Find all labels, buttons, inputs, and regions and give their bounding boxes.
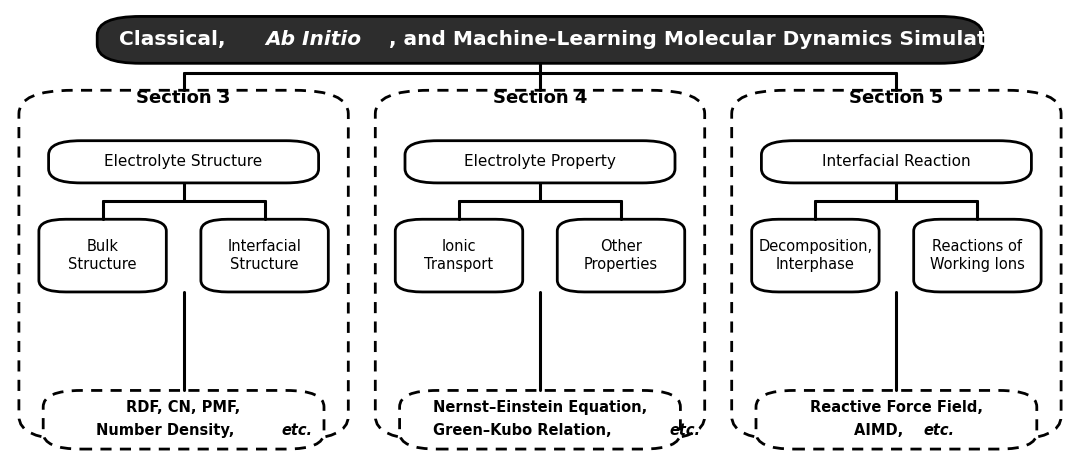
Text: AIMD,: AIMD, [853,423,908,438]
FancyBboxPatch shape [914,219,1041,292]
Text: Section 4: Section 4 [492,90,588,107]
Text: Nernst–Einstein Equation,: Nernst–Einstein Equation, [433,400,647,415]
FancyBboxPatch shape [557,219,685,292]
Text: Interfacial Reaction: Interfacial Reaction [822,154,971,169]
Text: Ionic
Transport: Ionic Transport [424,239,494,272]
FancyBboxPatch shape [405,141,675,183]
Text: etc.: etc. [282,423,312,438]
Text: Classical,: Classical, [119,30,232,49]
FancyBboxPatch shape [752,219,879,292]
Text: Reactions of
Working Ions: Reactions of Working Ions [930,239,1025,272]
FancyBboxPatch shape [395,219,523,292]
Text: Green–Kubo Relation,: Green–Kubo Relation, [433,423,617,438]
FancyBboxPatch shape [39,219,166,292]
FancyBboxPatch shape [43,390,324,449]
Text: , and Machine-Learning Molecular Dynamics Simulation: , and Machine-Learning Molecular Dynamic… [389,30,1022,49]
FancyBboxPatch shape [756,390,1037,449]
Text: Other
Properties: Other Properties [584,239,658,272]
FancyBboxPatch shape [732,91,1061,440]
Text: Electrolyte Structure: Electrolyte Structure [105,154,262,169]
FancyBboxPatch shape [761,141,1031,183]
Text: Decomposition,
Interphase: Decomposition, Interphase [758,239,873,272]
FancyBboxPatch shape [97,16,983,63]
Text: Interfacial
Structure: Interfacial Structure [228,239,301,272]
FancyBboxPatch shape [19,91,348,440]
Text: Number Density,: Number Density, [96,423,240,438]
Text: Electrolyte Property: Electrolyte Property [464,154,616,169]
Text: etc.: etc. [670,423,701,438]
Text: Ab Initio: Ab Initio [266,30,362,49]
FancyBboxPatch shape [49,141,319,183]
FancyBboxPatch shape [201,219,328,292]
Text: RDF, CN, PMF,: RDF, CN, PMF, [126,400,241,415]
Text: etc.: etc. [923,423,955,438]
Text: Bulk
Structure: Bulk Structure [68,239,137,272]
Text: Reactive Force Field,: Reactive Force Field, [810,400,983,415]
Text: Section 3: Section 3 [136,90,231,107]
Text: Section 5: Section 5 [849,90,944,107]
FancyBboxPatch shape [376,91,705,440]
FancyBboxPatch shape [400,390,680,449]
